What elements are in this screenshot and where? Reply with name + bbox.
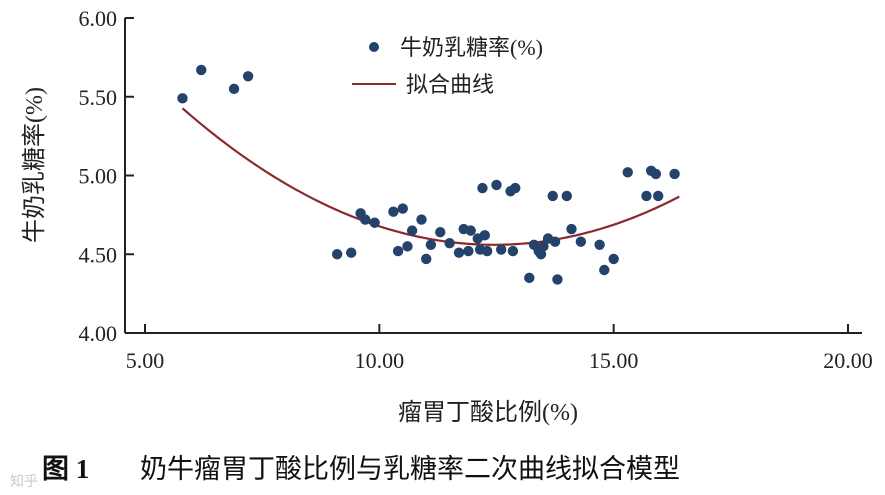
y-ticks: 4.00 4.50 5.00 5.50 6.00 [79,6,134,346]
data-point [346,247,357,258]
legend-marker-scatter [369,42,379,52]
fit-curve [181,107,680,246]
data-point [196,64,207,76]
data-point [491,179,502,191]
data-point [177,93,188,104]
fit-layer [181,107,680,246]
data-point [481,245,493,257]
data-point [495,244,507,255]
data-point [552,274,563,285]
data-point [538,241,549,252]
data-point [566,223,577,235]
y-tick-label: 4.50 [79,242,118,267]
data-point [575,236,587,247]
data-point [453,247,465,258]
data-point [535,249,547,260]
data-point [435,227,446,238]
data-point [608,253,619,265]
legend: 牛奶乳糖率(%) 拟合曲线 [352,35,543,97]
data-point [465,225,476,236]
data-point [369,217,380,228]
data-point [331,249,343,260]
caption-label: 图 1 [42,454,89,484]
data-point [392,245,404,257]
data-point [599,264,610,276]
data-point [594,239,605,250]
watermark: 知乎 [10,473,38,490]
data-point [652,190,664,202]
data-point [641,190,652,202]
data-point [510,182,521,194]
data-point [388,206,399,217]
data-point [549,236,561,247]
data-point [479,230,490,241]
y-tick-label: 5.50 [79,85,118,110]
data-point [524,272,535,284]
x-tick-label: 15.00 [589,348,639,373]
x-tick-label: 20.00 [823,348,873,373]
x-tick-label: 10.00 [355,348,405,373]
data-point [561,190,572,202]
y-tick-label: 6.00 [79,6,118,31]
y-tick-label: 5.00 [79,164,118,189]
data-point [507,245,519,257]
data-point [547,190,558,202]
legend-label-scatter: 牛奶乳糖率(%) [400,35,543,60]
data-point [360,214,371,225]
data-point [477,182,488,194]
data-point [397,203,408,214]
data-point [463,245,474,257]
x-axis-title: 瘤胃丁酸比例(%) [398,399,578,426]
data-point [444,238,455,249]
caption-text: 奶牛瘤胃丁酸比例与乳糖率二次曲线拟合模型 [140,454,680,484]
data-point [622,167,633,178]
legend-label-line: 拟合曲线 [406,72,494,97]
data-point [406,225,418,236]
x-ticks: 5.00 10.00 15.00 20.00 [126,324,873,373]
scatter-points [177,64,680,285]
x-tick-label: 5.00 [126,348,165,373]
data-point [650,168,662,180]
data-point [669,168,680,180]
data-point [228,83,240,95]
data-point [242,71,254,82]
data-point [416,214,427,225]
chart-axes [124,18,862,334]
data-point [425,239,437,250]
data-point [421,253,432,265]
data-point [402,241,413,252]
y-tick-label: 4.00 [79,321,118,346]
y-axis-title: 牛奶乳糖率(%) [21,87,48,243]
